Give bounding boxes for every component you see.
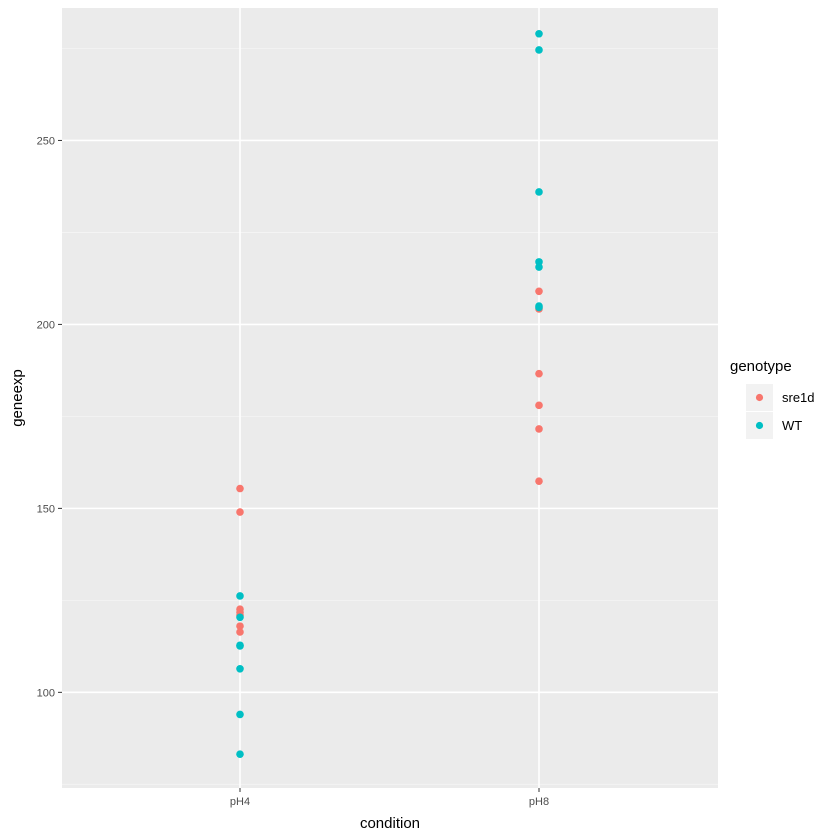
point-wt	[535, 303, 543, 312]
legend-label-wt: WT	[782, 418, 802, 433]
point-sre1d	[236, 628, 244, 636]
y-axis-title: geneexp	[9, 369, 26, 427]
minor-gridlines	[62, 48, 718, 785]
point-sre1d	[535, 425, 543, 433]
legend-key-wt	[755, 421, 764, 430]
x-tick-label: pH4	[230, 796, 250, 808]
x-tick-label: pH8	[529, 796, 549, 808]
data-points	[236, 29, 543, 758]
point-sre1d	[236, 508, 244, 516]
legend-label-sre1d: sre1d	[782, 390, 815, 405]
legend-title: genotype	[730, 358, 792, 375]
point-wt	[236, 750, 244, 758]
point-sre1d	[535, 401, 543, 410]
y-tick-label: 100	[37, 687, 55, 699]
point-wt	[236, 592, 244, 600]
point-sre1d	[236, 622, 244, 630]
point-wt	[535, 46, 543, 54]
point-wt	[236, 642, 244, 650]
point-wt	[236, 710, 244, 719]
x-axis-title: condition	[360, 815, 420, 832]
point-wt	[236, 664, 244, 673]
plot-panel	[62, 8, 718, 788]
point-sre1d	[236, 484, 244, 493]
point-sre1d	[535, 477, 543, 485]
legend: genotype sre1d WT	[730, 358, 815, 439]
y-axis: 100 150 200 250	[37, 135, 62, 699]
point-sre1d	[535, 287, 543, 296]
major-gridlines	[62, 8, 718, 788]
y-tick-label: 150	[37, 503, 55, 515]
point-wt	[535, 29, 543, 38]
point-wt	[535, 188, 543, 196]
point-wt	[236, 613, 244, 622]
point-sre1d	[535, 369, 543, 378]
legend-key-sre1d	[755, 393, 764, 402]
y-tick-label: 250	[37, 135, 55, 147]
point-wt	[535, 263, 543, 271]
x-axis: pH4 pH8	[230, 788, 549, 808]
y-tick-label: 200	[37, 319, 55, 331]
